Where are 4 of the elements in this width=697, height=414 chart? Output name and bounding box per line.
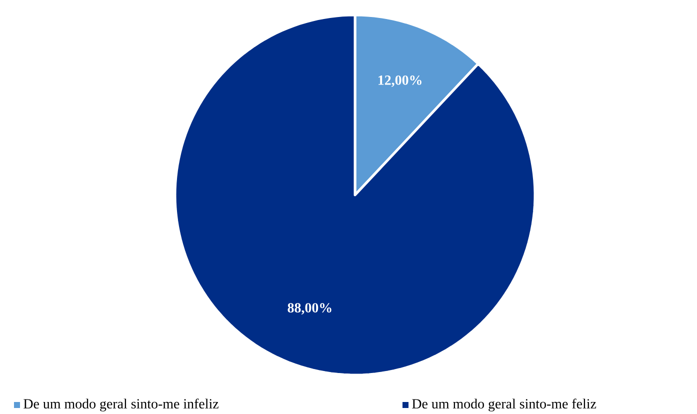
data-label: 12,00%: [378, 75, 422, 87]
legend-label: De um modo geral sinto-me infeliz: [24, 398, 218, 412]
legend-label: De um modo geral sinto-me feliz: [412, 398, 596, 412]
data-label: 88,00%: [288, 303, 332, 315]
